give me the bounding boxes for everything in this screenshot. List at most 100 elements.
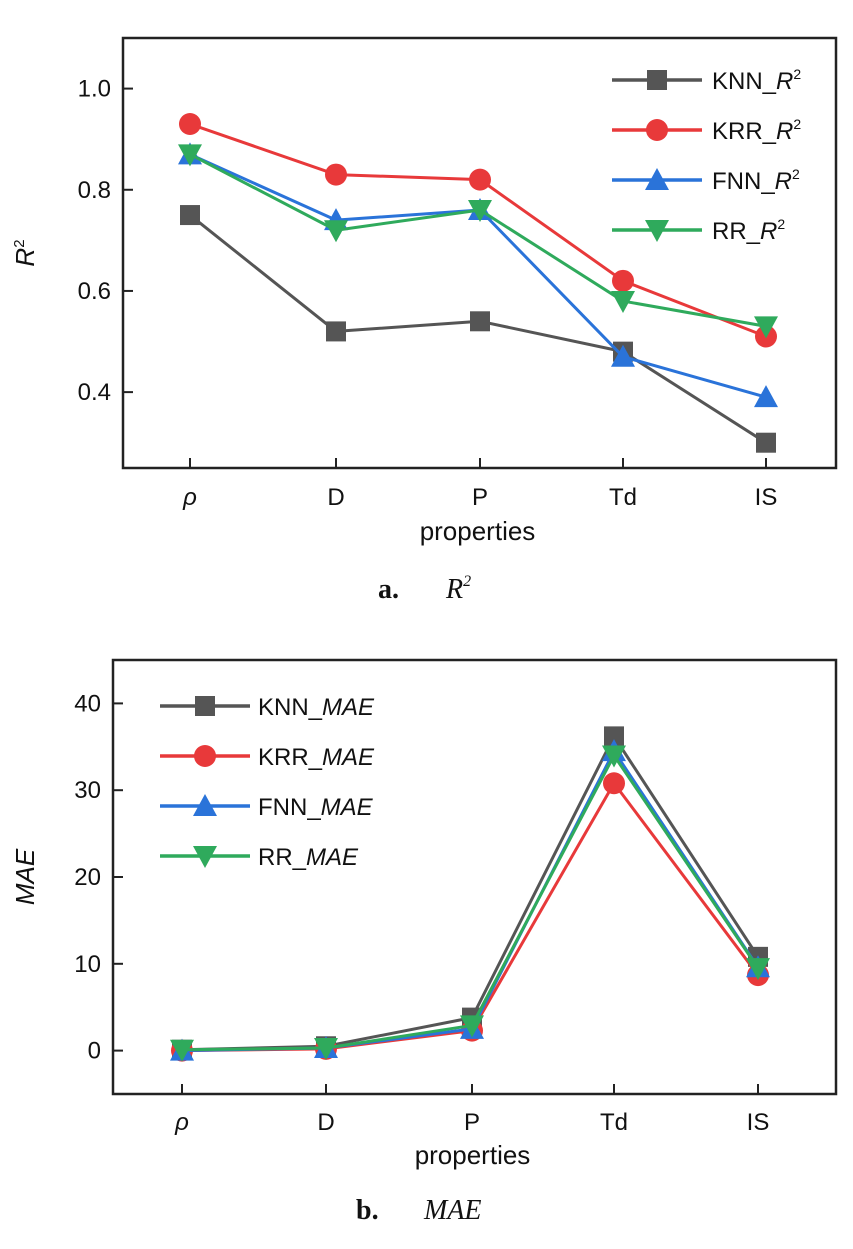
- legend-marker: [195, 696, 215, 716]
- data-point: [468, 200, 492, 222]
- caption-text: R2: [445, 573, 471, 605]
- x-tick-label: IS: [755, 484, 778, 511]
- y-tick-label: 1.0: [78, 76, 111, 103]
- y-axis-label-sup: 2: [11, 239, 28, 247]
- legend-label-sup: 2: [793, 66, 801, 82]
- chart-panel-a: 0.40.60.81.0ρ D P Td ISpropertiesR2KNN_R2KRR…: [10, 36, 838, 605]
- data-point: [746, 958, 770, 981]
- data-point: [612, 269, 634, 292]
- data-point: [756, 432, 776, 453]
- y-tick-label: 10: [74, 951, 101, 978]
- x-tick-label: ρ: [174, 1109, 189, 1136]
- y-axis-label: MAE: [10, 848, 40, 905]
- legend-label: FNN_R2: [712, 166, 800, 195]
- series-line: [181, 734, 760, 1052]
- legend-label-name: RR_: [258, 844, 307, 871]
- data-point: [170, 1039, 194, 1062]
- legend-label: KRR_R2: [712, 116, 801, 145]
- series-square: [172, 726, 768, 1060]
- legend-label-name: KNN_: [258, 694, 323, 721]
- data-point: [325, 163, 347, 186]
- y-axis-label-text: MAE: [10, 848, 40, 905]
- legend-label-name: KRR_: [712, 118, 777, 145]
- legend-label: FNN_MAE: [258, 794, 374, 821]
- data-point: [602, 745, 626, 768]
- legend-label: RR_MAE: [258, 844, 359, 871]
- legend-label-name: FNN_: [712, 168, 775, 195]
- caption-main: R: [445, 574, 463, 605]
- data-point: [326, 321, 346, 342]
- x-axis-label: properties: [420, 516, 536, 546]
- legend-label-italic: MAE: [321, 794, 374, 821]
- legend-marker: [193, 846, 217, 868]
- data-point: [460, 1015, 484, 1038]
- legend-label: KNN_MAE: [258, 694, 375, 721]
- plot-frame: [121, 36, 838, 470]
- caption-text: MAE: [423, 1195, 482, 1226]
- legend-marker: [647, 70, 667, 90]
- legend-marker: [645, 220, 669, 242]
- x-tick-label: D: [327, 484, 344, 511]
- data-point: [180, 205, 200, 226]
- caption-main: MAE: [423, 1195, 482, 1226]
- legend-label-italic: R: [776, 68, 793, 95]
- x-tick-label: P: [464, 1109, 480, 1136]
- data-point: [470, 311, 490, 332]
- y-axis-label: R2: [10, 239, 40, 266]
- series-triangle-down: [170, 745, 770, 1062]
- legend-label-sup: 2: [792, 166, 800, 182]
- legend-label-name: KRR_: [258, 744, 323, 771]
- caption-sup: 2: [463, 573, 471, 590]
- y-tick-label: 30: [74, 777, 101, 804]
- legend-label: RR_R2: [712, 216, 785, 245]
- legend-marker: [646, 119, 668, 141]
- x-axis-label: properties: [415, 1140, 531, 1170]
- legend-label-italic: MAE: [322, 744, 375, 771]
- legend-label-italic: R: [775, 168, 792, 195]
- x-tick-label: P: [472, 484, 488, 511]
- legend-label-italic: MAE: [306, 844, 359, 871]
- data-point: [324, 220, 348, 243]
- legend-label: KRR_MAE: [258, 744, 375, 771]
- x-tick-label: IS: [747, 1109, 770, 1136]
- legend-label-name: KNN_: [712, 68, 777, 95]
- data-point: [178, 144, 202, 167]
- legend-marker: [645, 168, 669, 190]
- y-tick-label: 0.8: [78, 177, 111, 204]
- y-tick-label: 0.6: [78, 278, 111, 305]
- data-point: [611, 291, 635, 314]
- legend-label-name: RR_: [712, 218, 761, 245]
- series-circle: [179, 113, 777, 348]
- legend-label-italic: R: [776, 118, 793, 145]
- legend-marker: [193, 794, 217, 816]
- series-triangle-down: [178, 144, 778, 339]
- series-line: [189, 152, 767, 399]
- legend-label-italic: R: [760, 218, 777, 245]
- x-tick-label: D: [317, 1109, 334, 1136]
- data-point: [469, 168, 491, 191]
- data-point: [179, 113, 201, 135]
- caption-letter: b.: [356, 1195, 379, 1226]
- caption-letter: a.: [378, 574, 399, 605]
- legend-label: KNN_R2: [712, 66, 801, 95]
- data-point: [611, 344, 635, 367]
- data-point: [604, 726, 624, 747]
- y-axis-label-text: R: [10, 248, 40, 267]
- x-tick-label: Td: [600, 1109, 628, 1136]
- legend-label-italic: MAE: [322, 694, 375, 721]
- x-tick-label: ρ: [182, 484, 197, 511]
- y-tick-label: 0.4: [78, 379, 111, 406]
- data-point: [754, 316, 778, 339]
- series-square: [180, 205, 776, 453]
- legend-marker: [194, 745, 216, 767]
- legend-label-sup: 2: [777, 216, 785, 232]
- x-tick-label: Td: [609, 484, 637, 511]
- legend-label-sup: 2: [793, 116, 801, 132]
- y-tick-label: 20: [74, 864, 101, 891]
- data-point: [314, 1037, 338, 1060]
- y-tick-label: 0: [88, 1038, 101, 1065]
